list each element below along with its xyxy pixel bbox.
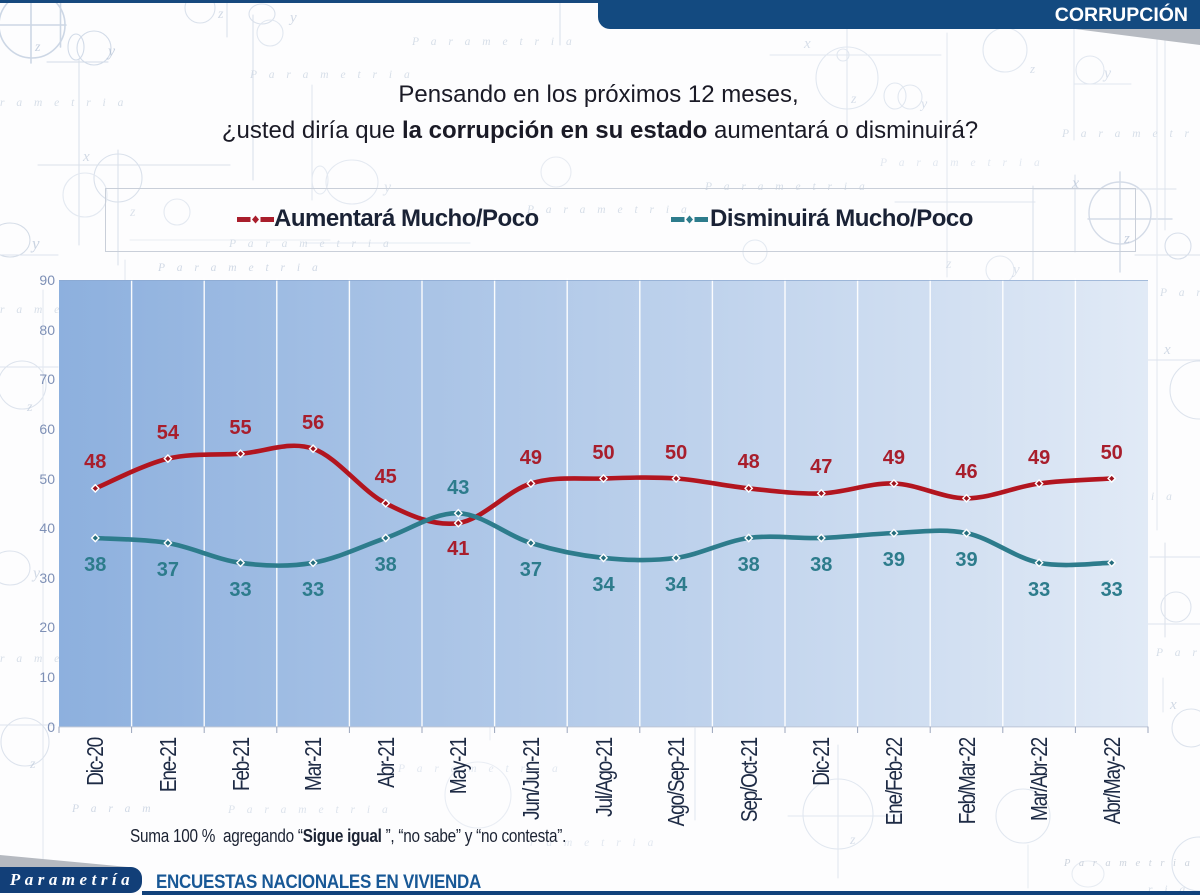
svg-text:z: z	[850, 92, 857, 107]
svg-text:z: z	[26, 400, 33, 415]
svg-text:r a m e t: r a m e t	[0, 304, 79, 316]
svg-text:P a r a: P a r a	[1155, 647, 1200, 659]
svg-text:y: y	[919, 97, 928, 112]
svg-text:P a r a m e t r i a: P a r a m e t r i a	[227, 804, 392, 816]
svg-text:P a r a m e t r i a: P a r a m e t r i a	[526, 204, 691, 216]
svg-text:P a r a m: P a r a m	[71, 803, 155, 815]
svg-text:i a: i a	[1151, 491, 1176, 503]
svg-text:z: z	[217, 7, 224, 22]
svg-text:z: z	[129, 205, 136, 220]
svg-text:x: x	[1163, 342, 1171, 358]
svg-text:P a r a: P a r a	[1159, 287, 1200, 299]
svg-text:y: y	[1011, 262, 1020, 278]
svg-text:x: x	[1169, 697, 1177, 713]
svg-text:y: y	[288, 10, 297, 26]
svg-text:P a r a m e t r i a: P a r a m e t r i a	[249, 69, 414, 81]
svg-text:P a r a m e t r i a: P a r a m e t r i a	[704, 181, 869, 193]
svg-text:x: x	[1071, 175, 1079, 192]
svg-text:z: z	[945, 257, 952, 272]
svg-text:y: y	[30, 234, 40, 253]
svg-text:r a m e t: r a m e t	[0, 653, 79, 665]
svg-text:z: z	[1123, 231, 1130, 247]
svg-text:P a r a m e t r i a: P a r a m e t r i a	[411, 36, 576, 48]
svg-text:y: y	[382, 179, 392, 196]
svg-text:r a m e t r i a: r a m e t r i a	[530, 837, 658, 849]
svg-text:z: z	[1029, 61, 1035, 76]
svg-text:x: x	[803, 36, 811, 52]
svg-text:r i a: r i a	[1148, 884, 1190, 895]
svg-text:y: y	[1102, 65, 1112, 82]
svg-text:P a r a m e t r i a: P a r a m e t r i a	[397, 763, 562, 775]
svg-text:P a r a m e t r i a: P a r a m e t r i a	[228, 238, 393, 250]
svg-text:P a r a m e t r i a: P a r a m e t r i a	[157, 262, 322, 274]
svg-text:P a r a m e t r i a: P a r a m e t r i a	[1061, 128, 1200, 140]
svg-text:P a r a m e t r i a: P a r a m e t r i a	[1063, 858, 1193, 869]
svg-text:r a m e t r i a: r a m e t r i a	[0, 97, 128, 109]
svg-text:z: z	[849, 833, 856, 848]
svg-text:z: z	[34, 40, 41, 55]
svg-text:x: x	[82, 149, 90, 165]
svg-text:y: y	[31, 565, 41, 582]
svg-text:P a r a m e t r i a: P a r a m e t r i a	[879, 157, 1044, 169]
svg-text:y: y	[106, 43, 116, 60]
svg-text:z: z	[29, 757, 36, 772]
